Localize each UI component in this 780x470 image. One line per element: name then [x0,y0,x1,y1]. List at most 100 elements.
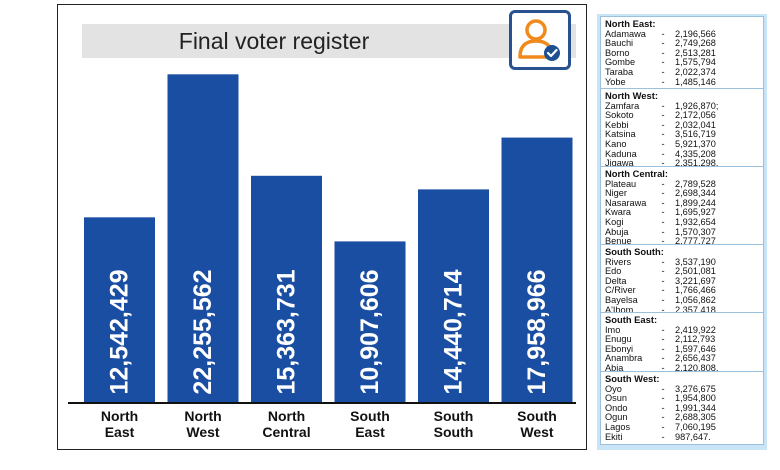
region-box: South South: Rivers -3,537,190 Edo -2,501,08… [600,244,764,319]
state-name: Enugu [605,335,632,345]
state-dash: - [661,178,665,189]
state-row: Abia -2,120,808. [605,362,759,374]
state-dash: - [661,129,665,140]
region-box: North West: Zamfara -1,926,870; Sokoto -2,17… [600,88,764,172]
state-row: Osun -1,954,800 [605,394,759,404]
state-row: Borno -2,513,281 [605,48,759,59]
state-dash: - [661,285,665,296]
category-label-0-line-1: East [105,424,135,440]
state-row: Kaduna -4,335,208 [605,148,759,160]
state-val: 1,899,244 [675,197,716,208]
state-name: Benue [605,237,632,247]
category-label-4-line-1: South [434,424,474,440]
state-val: 3,221,697 [675,275,716,286]
state-row: Lagos -7,060,195 [605,421,759,433]
state-val: 1,954,800 [675,393,716,404]
state-row: Edo -2,501,081 [605,267,759,277]
state-val: 7,060,195 [675,421,716,432]
category-label-2-line-0: North [268,408,305,424]
state-row: Niger -2,698,344 [605,189,759,199]
state-dash: - [661,188,665,199]
region-title: South South: [605,246,664,257]
state-name: Adamawa [605,29,646,39]
state-row: Adamawa -2,196,566 [605,29,759,40]
state-name: Jigawa [605,159,634,169]
category-label-5-line-0: South [517,408,557,424]
state-dash: - [661,362,665,373]
state-dash: - [661,76,665,87]
bar-value-label-4: 14,440,714 [440,269,468,394]
state-row: Zamfara -1,926,870; [605,100,759,112]
state-name: A'Ibom [605,305,634,315]
region-title: North West: [605,90,658,101]
state-row: Ebonyi -1,597,646 [605,344,759,355]
state-val: 3,516,719 [675,129,716,140]
state-val: 2,120,808. [675,362,719,373]
category-label-1-line-0: North [184,408,221,424]
state-row: Taraba -2,022,374 [605,67,759,78]
bar-value-label-2: 15,363,731 [273,269,301,394]
bar-value-label-3: 10,907,606 [356,269,384,394]
state-row: Ekiti -987,647. [605,431,759,443]
state-row: Bauchi -2,749,268 [605,39,759,49]
state-row: Benue -2,777,727 [605,237,759,247]
bar-value-label-0: 12,542,429 [106,269,134,394]
category-label-0-line-0: North [101,408,138,424]
state-row: Imo -2,419,922 [605,324,759,336]
state-dash: - [661,421,665,432]
region-box: North East: Adamawa -2,196,566 Bauchi -2,749… [600,16,764,91]
state-name: Yobe [605,77,626,87]
state-row: Anambra -2,656,437 [605,354,759,364]
state-name: Ogun [605,413,628,423]
state-val: 5,921,370 [675,138,716,149]
state-row: Yobe -1,485,146 [605,76,759,88]
state-name: Kano [605,139,627,149]
state-row: C/River -1,766,466 [605,286,759,296]
state-val: 1,695,927 [675,207,716,218]
state-val: 1,926,870; [675,100,719,111]
region-box: North Central: Plateau -2,789,528 Niger -2,6… [600,166,764,250]
state-name: Lagos [605,422,631,432]
category-label-3-line-1: East [355,424,385,440]
state-row: Gombe -1,575,794 [605,58,759,68]
state-val: 1,056,862 [675,294,716,305]
region-title: North East: [605,18,656,29]
state-dash: - [661,138,665,149]
state-dash: - [661,266,665,277]
state-name: Katsina [605,130,636,140]
region-box: South West: Oyo -3,276,675 Osun -1,954,800 On… [600,371,764,446]
bar-value-label-1: 22,255,562 [189,269,217,394]
state-row: Oyo -3,276,675 [605,384,759,395]
state-dash: - [661,197,665,208]
state-val: 1,991,344 [675,402,716,413]
state-name: Bauchi [605,39,634,49]
state-name: C/River [605,286,636,296]
bar-5 [501,137,573,402]
check-mark-shape [546,48,558,58]
state-val: 2,032,041 [675,119,716,130]
state-name: Osun [605,394,627,404]
state-row: Kogi -1,932,654 [605,216,759,228]
category-label-1-line-1: West [186,424,220,440]
state-name: Abuja [605,227,629,237]
state-name: Plateau [605,179,637,189]
state-dash: - [661,431,665,442]
bar-3 [334,241,406,402]
state-dash: - [661,275,665,286]
check-badge-shape [544,45,560,61]
state-val: 1,485,146 [675,76,716,87]
state-val: 2,172,056 [675,110,716,121]
state-breakdown-sidebar: North East: Adamawa -2,196,566 Bauchi -2,749… [597,14,767,450]
category-label-4-line-0: South [434,408,474,424]
state-name: Delta [605,276,627,286]
state-val: 2,112,793 [675,334,716,345]
state-row: Plateau -2,789,528 [605,178,759,190]
bar-1 [167,74,239,403]
state-dash: - [661,57,665,68]
state-name: Kogi [605,217,624,227]
state-val: 2,419,922 [675,324,716,335]
state-val: 3,537,190 [675,256,716,267]
state-dash: - [661,216,665,227]
state-row: Abuja -1,570,307 [605,227,759,238]
state-val: 4,335,208 [675,148,716,159]
